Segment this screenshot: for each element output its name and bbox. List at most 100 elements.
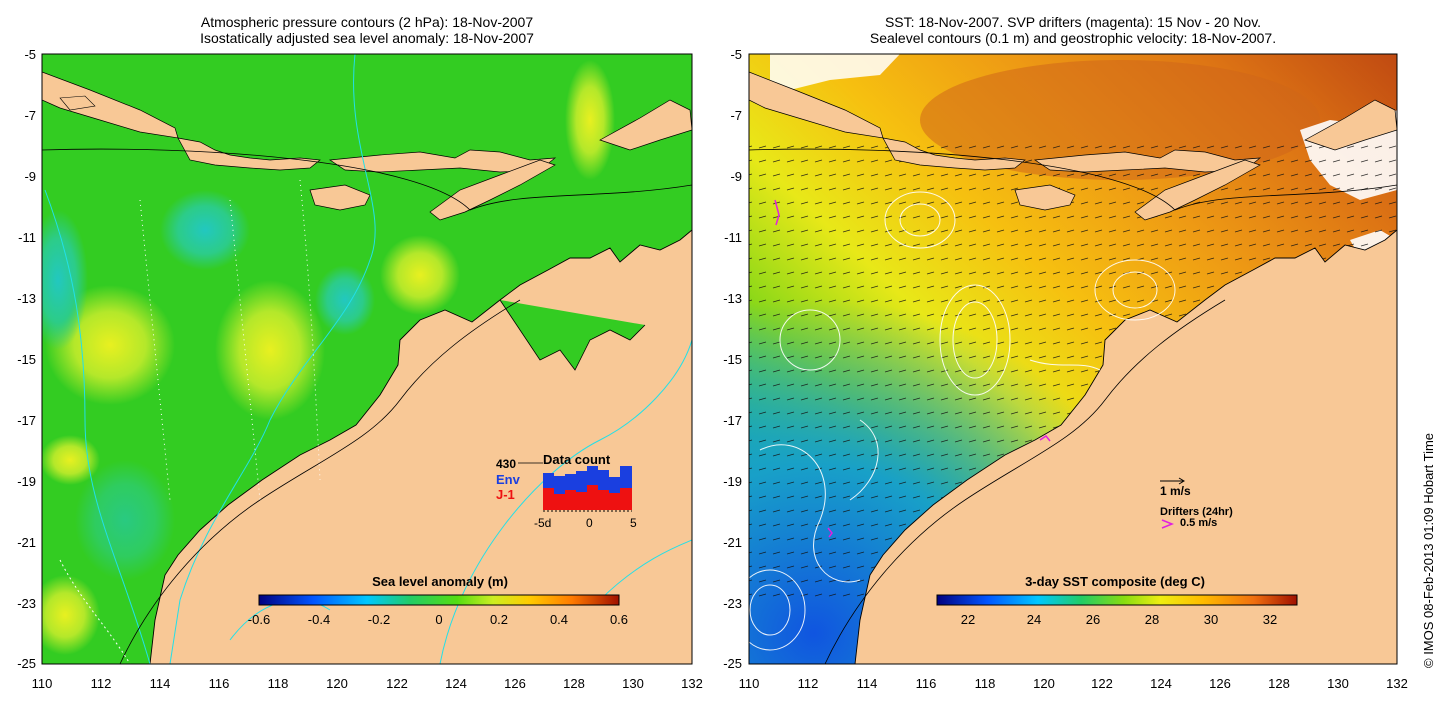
velocity-legend: 1 m/s Drifters (24hr) 0.5 m/s — [1160, 477, 1233, 529]
j1-label: J-1 — [496, 487, 515, 502]
x-tick-label: 124 — [1150, 676, 1172, 691]
y-tick-label: -7 — [730, 108, 742, 123]
java-island — [749, 71, 884, 139]
sla-positive-eddy — [42, 435, 100, 485]
pressure-contour — [299, 179, 321, 481]
sea-level-contour — [779, 309, 841, 371]
banda-islands — [1304, 99, 1397, 151]
sla-tick: 0 — [435, 612, 442, 627]
sla-tick: 0.6 — [610, 612, 628, 627]
y-tick-label: -25 — [17, 656, 36, 671]
x-tick-label: 120 — [326, 676, 348, 691]
imos-credit-text: © IMOS 08-Feb-2013 01:09 Hobart Time — [1421, 432, 1436, 668]
j1-bar — [576, 492, 587, 510]
x-tick-label: 118 — [975, 676, 996, 691]
timor-island — [1134, 159, 1261, 221]
sst-colorbar-title: 3-day SST composite (deg C) — [1025, 574, 1205, 589]
y-tick-label: -17 — [17, 413, 36, 428]
pressure-contour — [229, 199, 261, 501]
sea-level-contour — [1029, 359, 1101, 371]
y-tick-label: -13 — [723, 291, 742, 306]
sea-level-contour — [759, 444, 861, 583]
right-y-axis: -5 -7 -9 -11 -13 -15 -17 -19 -21 -23 -25 — [723, 47, 742, 671]
inset-xtick: 5 — [630, 516, 637, 530]
right-title-line2: Sealevel contours (0.1 m) and geostrophi… — [869, 30, 1277, 46]
sla-colorbar-ticks: -0.6 -0.4 -0.2 0 0.2 0.4 0.6 — [248, 612, 628, 627]
env-bar — [576, 471, 587, 510]
bathymetry-contour — [439, 339, 692, 664]
x-tick-label: 114 — [857, 676, 878, 691]
sla-tick: -0.6 — [248, 612, 270, 627]
sla-positive-eddy — [380, 235, 460, 315]
sla-negative-eddy — [160, 190, 250, 270]
x-tick-label: 122 — [1091, 676, 1113, 691]
right-panel-title: SST: 18-Nov-2007. SVP drifters (magenta)… — [749, 14, 1397, 46]
flores-island — [328, 149, 557, 173]
timor-island — [429, 159, 556, 221]
x-tick-label: 130 — [622, 676, 644, 691]
x-tick-label: 128 — [563, 676, 585, 691]
x-tick-label: 132 — [681, 676, 703, 691]
bali-lombok-islands — [177, 137, 321, 171]
sst-tick: 30 — [1204, 612, 1218, 627]
cloud-mask — [770, 54, 900, 90]
shelf-break-contour — [42, 148, 692, 664]
j1-bar — [609, 493, 620, 510]
data-count-inset: 430 Env J-1 Data count -5d 0 5 — [496, 452, 637, 530]
drifter-track — [1039, 434, 1051, 442]
sea-level-contour — [849, 419, 879, 501]
data-count-bars — [543, 466, 632, 510]
x-tick-label: 130 — [1327, 676, 1349, 691]
left-title-line2: Isostatically adjusted sea level anomaly… — [200, 30, 534, 46]
x-tick-label: 128 — [1268, 676, 1290, 691]
velocity-scale-label: 1 m/s — [1160, 484, 1191, 498]
left-x-axis: 110 112 114 116 118 120 122 124 126 128 … — [32, 676, 703, 691]
j1-bar — [620, 488, 632, 510]
left-title-line1: Atmospheric pressure contours (2 hPa): 1… — [200, 14, 534, 30]
drifter-track — [774, 199, 780, 226]
arrowhead-icon — [1178, 477, 1185, 485]
x-tick-label: 120 — [1033, 676, 1055, 691]
sea-level-contour — [899, 203, 941, 237]
sea-level-contour — [749, 569, 806, 651]
x-tick-label: 114 — [150, 676, 171, 691]
j1-bar — [587, 485, 598, 510]
left-map — [42, 54, 692, 664]
sea-level-contour — [939, 284, 1011, 396]
sla-tick: -0.4 — [308, 612, 330, 627]
sst-colorbar-ramp — [936, 594, 1298, 606]
sea-level-contour — [1094, 259, 1176, 321]
y-tick-label: -9 — [24, 169, 36, 184]
y-tick-label: -17 — [723, 413, 742, 428]
shelf-break-contour — [749, 148, 1397, 664]
x-tick-label: 124 — [445, 676, 467, 691]
sst-tick: 28 — [1145, 612, 1159, 627]
x-tick-label: 110 — [739, 676, 760, 691]
count-label: 430 — [496, 457, 516, 471]
sla-colorbar-title: Sea level anomaly (m) — [372, 574, 508, 589]
left-map-frame — [41, 53, 693, 665]
drifter-chevron-icon — [1161, 519, 1175, 529]
y-tick-label: -7 — [24, 108, 36, 123]
y-tick-label: -21 — [723, 535, 742, 550]
sea-level-contour — [1112, 271, 1158, 309]
j1-bar — [565, 490, 576, 510]
x-tick-label: 132 — [1386, 676, 1408, 691]
sla-positive-eddy — [565, 60, 615, 180]
y-tick-label: -19 — [17, 474, 36, 489]
y-tick-label: -15 — [723, 352, 742, 367]
sst-tick: 24 — [1027, 612, 1041, 627]
sla-negative-eddy — [75, 460, 175, 580]
sst-tick: 22 — [961, 612, 975, 627]
sla-tick: 0.2 — [490, 612, 508, 627]
x-tick-label: 126 — [504, 676, 526, 691]
data-count-title: Data count — [543, 452, 611, 467]
left-panel-title: Atmospheric pressure contours (2 hPa): 1… — [42, 14, 692, 46]
y-tick-label: -9 — [730, 169, 742, 184]
inset-xtick: -5d — [534, 516, 551, 530]
y-tick-label: -21 — [17, 535, 36, 550]
sla-positive-eddy — [215, 280, 325, 420]
flores-island — [1033, 149, 1262, 173]
drifter-track — [827, 527, 833, 538]
